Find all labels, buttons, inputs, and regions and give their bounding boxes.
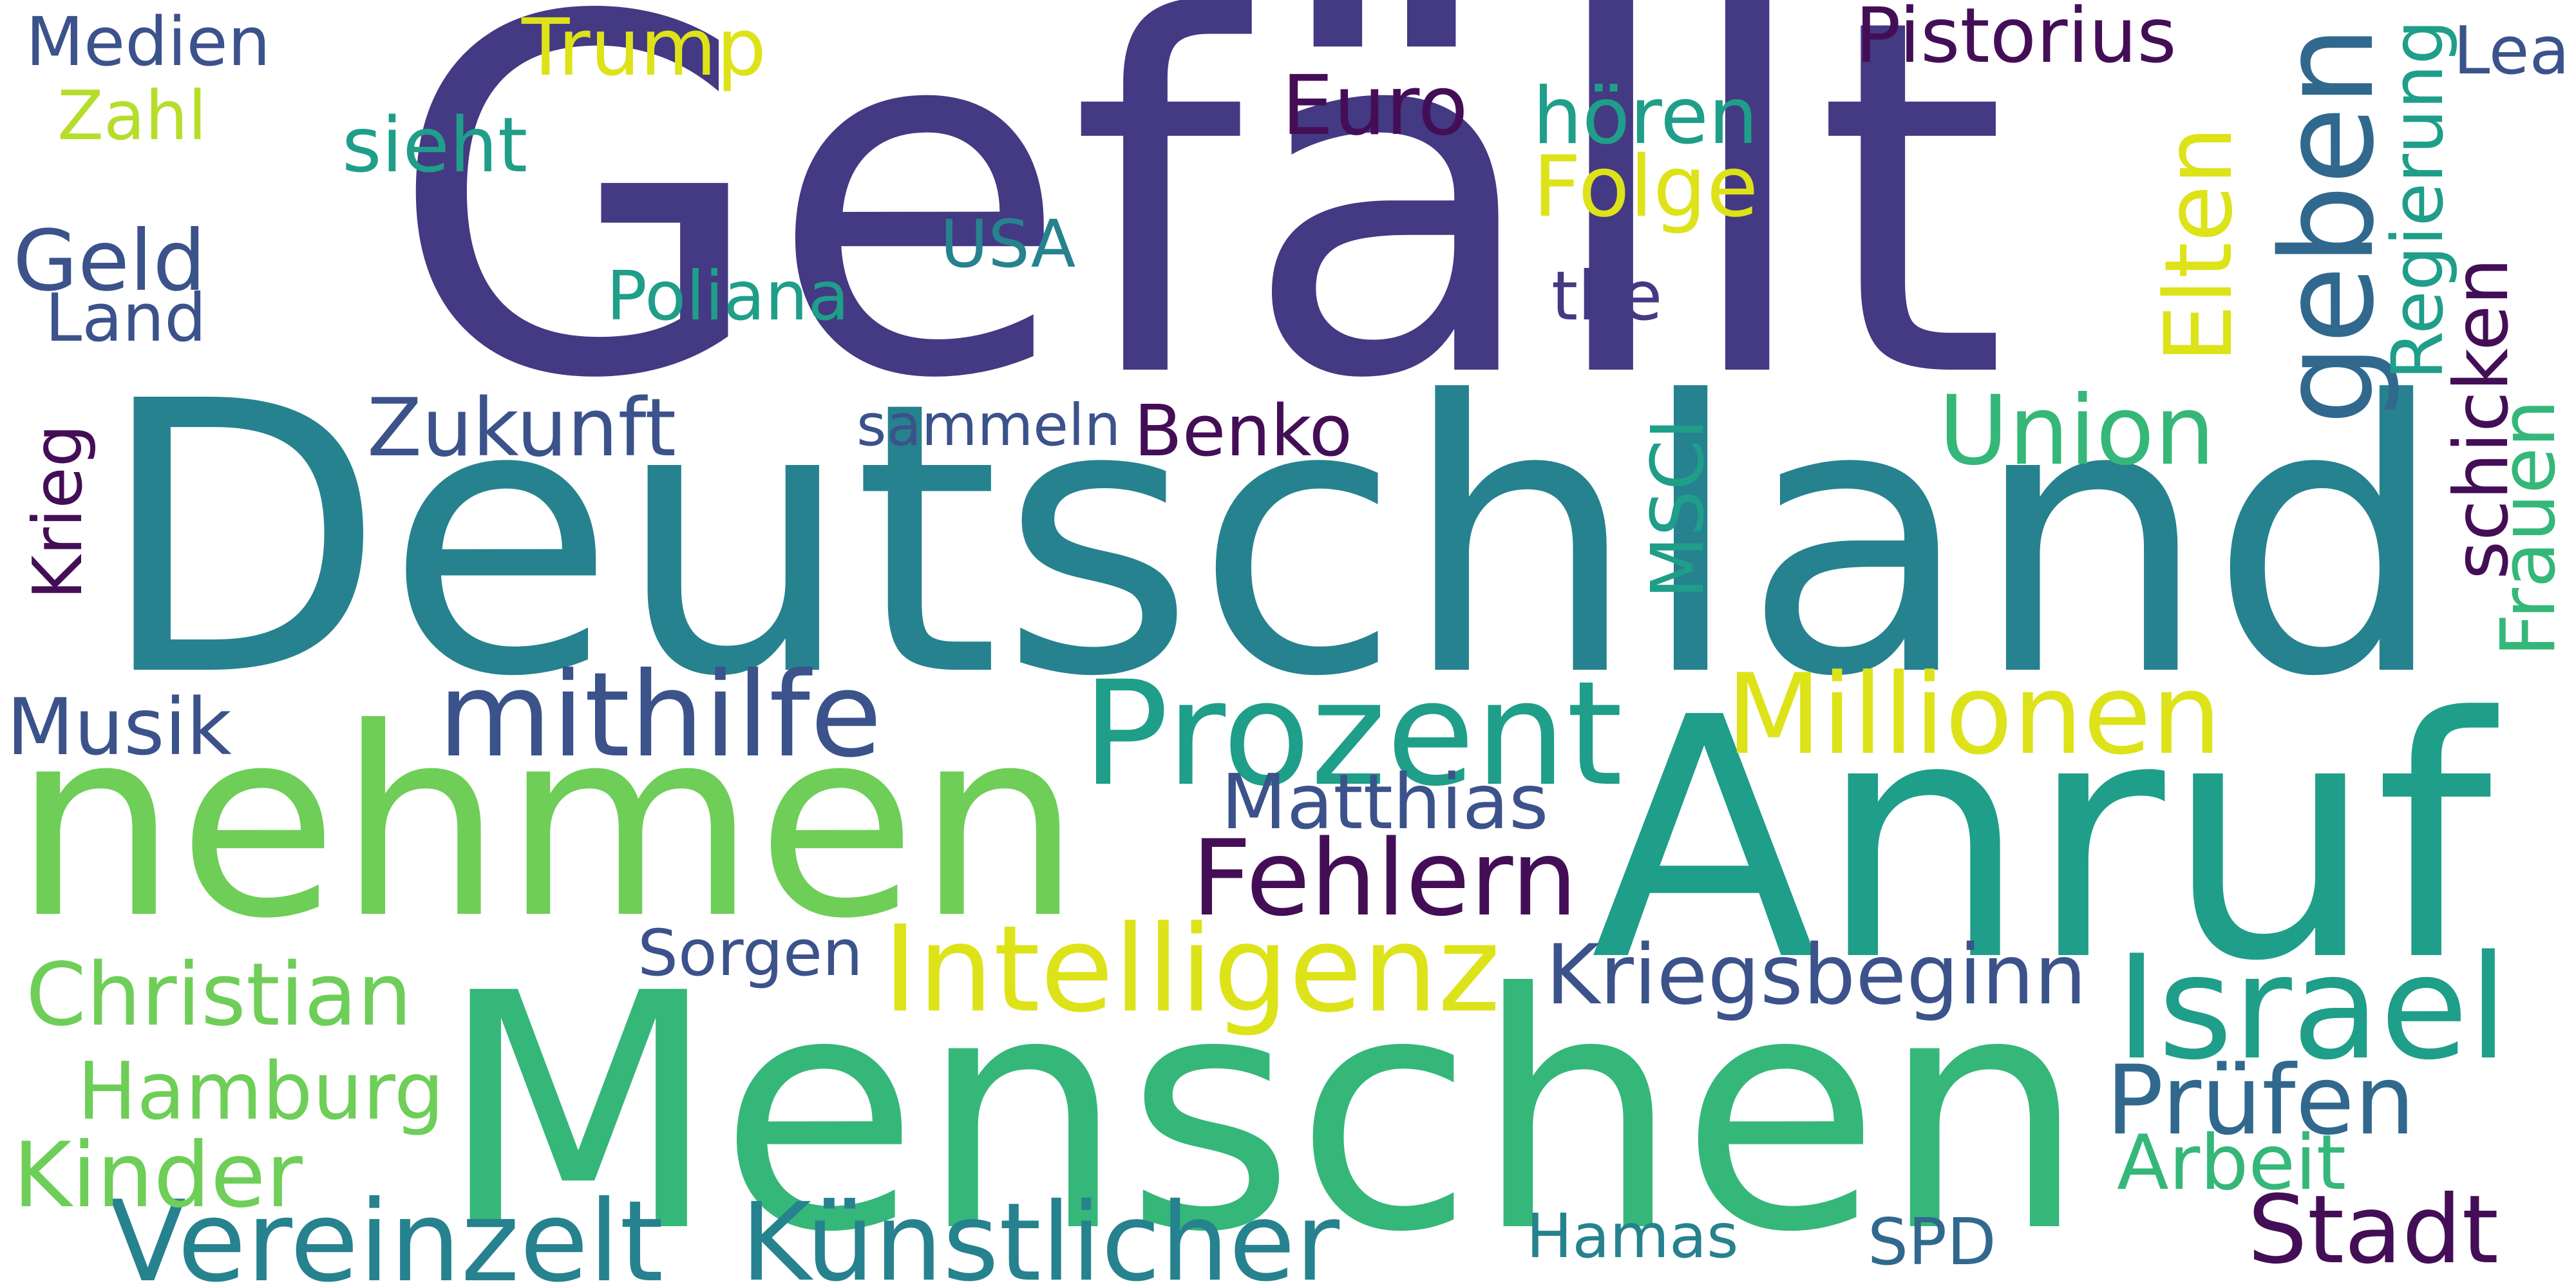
word-kuenstlicher: Künstlicher xyxy=(741,1179,1340,1288)
word-msci: MSCI xyxy=(1634,418,1720,599)
word-euro: Euro xyxy=(1282,58,1468,154)
word-pistorius: Pistorius xyxy=(1855,0,2177,80)
word-benko: Benko xyxy=(1133,390,1352,472)
word-sorgen: Sorgen xyxy=(638,916,863,990)
word-christian: Christian xyxy=(26,943,412,1045)
word-poliana: Poliana xyxy=(606,256,849,336)
word-stadt: Stadt xyxy=(2248,1175,2499,1285)
word-usa: USA xyxy=(940,206,1076,282)
word-hamas: Hamas xyxy=(1526,1200,1739,1272)
word-musik: Musik xyxy=(6,681,232,773)
word-sieht: sieht xyxy=(342,100,528,189)
word-zukunft: Zukunft xyxy=(367,382,676,475)
word-hoeren: hören xyxy=(1533,70,1758,162)
word-sammeln: sammeln xyxy=(857,391,1121,459)
word-deutschland: Deutschland xyxy=(97,323,2447,759)
word-israel: Israel xyxy=(2116,923,2508,1092)
word-union: Union xyxy=(1938,375,2215,487)
word-elten: Elten xyxy=(2145,126,2253,363)
word-mithilfe: mithilfe xyxy=(438,647,882,783)
word-lea: Lea xyxy=(2453,13,2570,90)
word-folge: Folge xyxy=(1533,137,1759,236)
word-geld: Geld xyxy=(13,212,206,310)
word-matthias: Matthias xyxy=(1221,757,1549,846)
word-prozent: Prozent xyxy=(1082,650,1623,818)
word-geben: geben xyxy=(2253,25,2402,425)
word-intelligenz: Intelligenz xyxy=(882,899,1501,1039)
word-pruefen: Prüfen xyxy=(2106,1045,2416,1157)
word-kriegsbeginn: Kriegsbeginn xyxy=(1546,927,2087,1023)
word-the: the xyxy=(1551,256,1663,336)
word-millionen: Millionen xyxy=(1726,650,2222,779)
word-menschen: Menschen xyxy=(438,924,2087,1288)
word-nehmen: nehmen xyxy=(13,673,1082,976)
word-trump: Trump xyxy=(522,2,767,93)
word-medien: Medien xyxy=(26,3,270,81)
word-spd: SPD xyxy=(1868,1206,1996,1280)
word-zahl: Zahl xyxy=(57,76,207,155)
word-regierung: Regierung xyxy=(2376,19,2459,380)
word-arbeit: Arbeit xyxy=(2117,1118,2347,1207)
word-krieg: Krieg xyxy=(18,424,97,600)
word-hamburg: Hamburg xyxy=(77,1045,444,1137)
word-land: Land xyxy=(45,279,207,357)
word-anruf: Anruf xyxy=(1591,647,2492,1034)
word-gefaellt: Gefällt xyxy=(388,0,2008,486)
word-vereinzelt: Vereinzelt xyxy=(109,1177,664,1288)
word-kinder: Kinder xyxy=(13,1122,303,1227)
word-fehlern: Fehlern xyxy=(1191,817,1578,940)
